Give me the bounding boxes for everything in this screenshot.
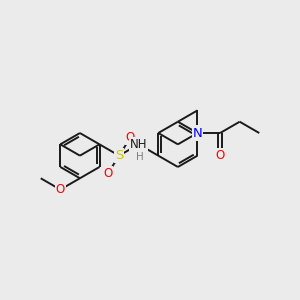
Text: O: O — [215, 149, 225, 162]
Text: H: H — [136, 152, 144, 162]
Text: O: O — [126, 131, 135, 144]
Text: O: O — [56, 183, 65, 196]
Text: S: S — [115, 149, 123, 162]
Text: O: O — [103, 167, 112, 180]
Text: N: N — [193, 127, 202, 140]
Text: NH: NH — [130, 138, 147, 151]
